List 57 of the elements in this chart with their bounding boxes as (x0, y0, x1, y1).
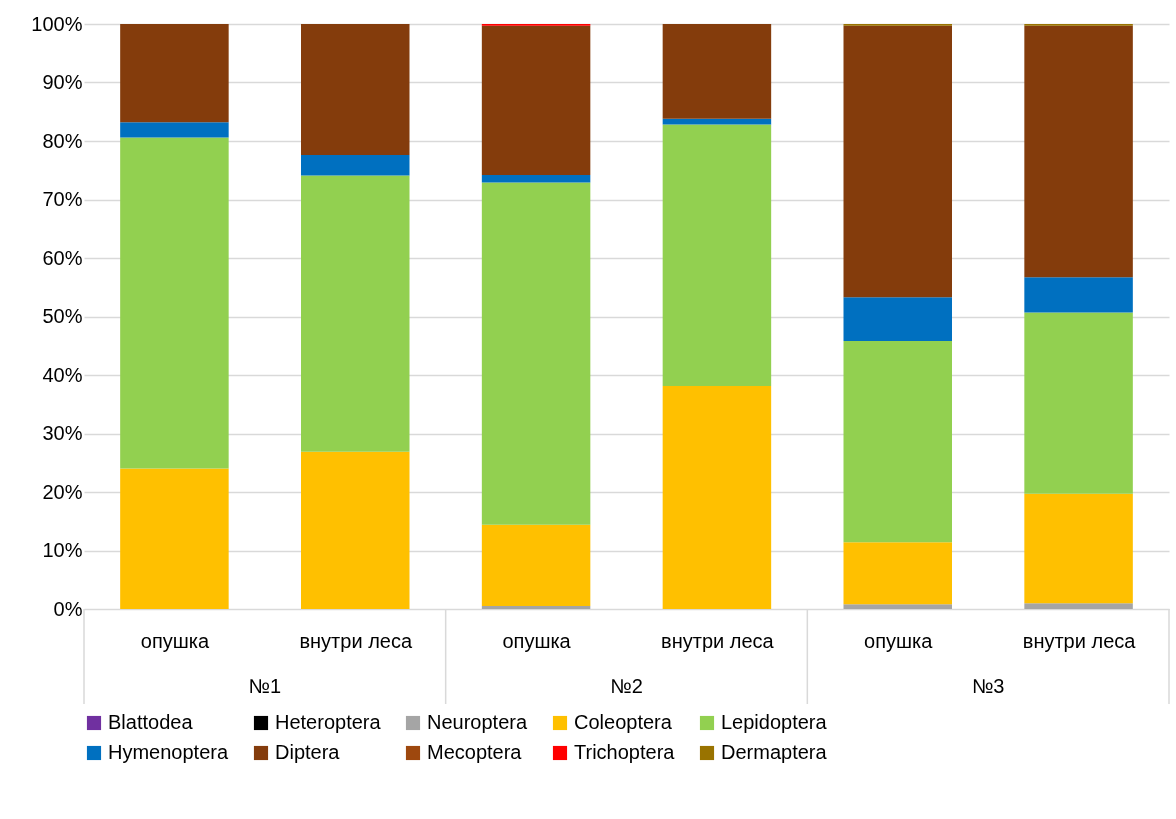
y-tick-label: 20% (42, 480, 83, 503)
legend-label: Dermaptera (721, 741, 828, 763)
bar (662, 386, 772, 609)
bar (1024, 603, 1133, 609)
bar (120, 468, 229, 609)
bar (843, 297, 952, 342)
x-tick-label: опушка (502, 629, 572, 652)
bar (1024, 25, 1133, 278)
y-tick-label: 70% (42, 188, 83, 210)
x-tick-label: внутри леса (661, 629, 775, 652)
y-tick-label: 90% (42, 71, 83, 93)
legend-label: Heteroptera (275, 711, 382, 733)
bar (662, 24, 772, 119)
bar (662, 124, 772, 387)
bar (843, 341, 952, 543)
y-tick-label: 10% (42, 539, 83, 561)
x-tick-label: опушка (864, 629, 934, 652)
legend-label: Hymenoptera (108, 741, 229, 763)
bar (301, 24, 410, 156)
bar (662, 118, 772, 125)
bar (120, 122, 229, 138)
bar (301, 175, 410, 452)
legend-label: Lepidoptera (721, 711, 828, 733)
x-tick-label: опушка (140, 629, 210, 652)
bar (1024, 277, 1133, 313)
bar (481, 25, 591, 175)
text: №3 (971, 675, 1005, 697)
y-tick-label: 60% (42, 246, 83, 269)
bar (843, 542, 952, 605)
bar (843, 25, 952, 298)
bar (481, 524, 591, 607)
bar (120, 24, 229, 123)
bar (1024, 312, 1133, 494)
y-tick-label: 100% (31, 12, 83, 35)
text: №2 (610, 675, 643, 697)
legend-label: Trichoptera (574, 741, 676, 763)
y-tick-label: 0% (53, 597, 83, 620)
y-tick-label: 50% (42, 305, 83, 327)
text: №1 (248, 675, 282, 697)
bar (481, 606, 591, 609)
bar (481, 182, 591, 525)
legend-label: Blattodea (108, 711, 194, 733)
legend-label: Diptera (275, 741, 341, 763)
y-tick-label: 30% (42, 422, 83, 444)
y-tick-label: 40% (42, 363, 83, 386)
bar (481, 174, 591, 183)
legend-label: Coleoptera (574, 711, 673, 733)
legend-label: Mecoptera (427, 741, 523, 763)
bar (120, 137, 229, 469)
y-tick-label: 80% (42, 129, 83, 152)
x-tick-label: внутри леса (1022, 629, 1137, 652)
bar (843, 604, 952, 609)
x-tick-label: внутри леса (299, 629, 413, 652)
bar (1024, 493, 1133, 604)
bar (301, 451, 410, 609)
legend-label: Neuroptera (427, 711, 528, 733)
bar (301, 155, 410, 176)
